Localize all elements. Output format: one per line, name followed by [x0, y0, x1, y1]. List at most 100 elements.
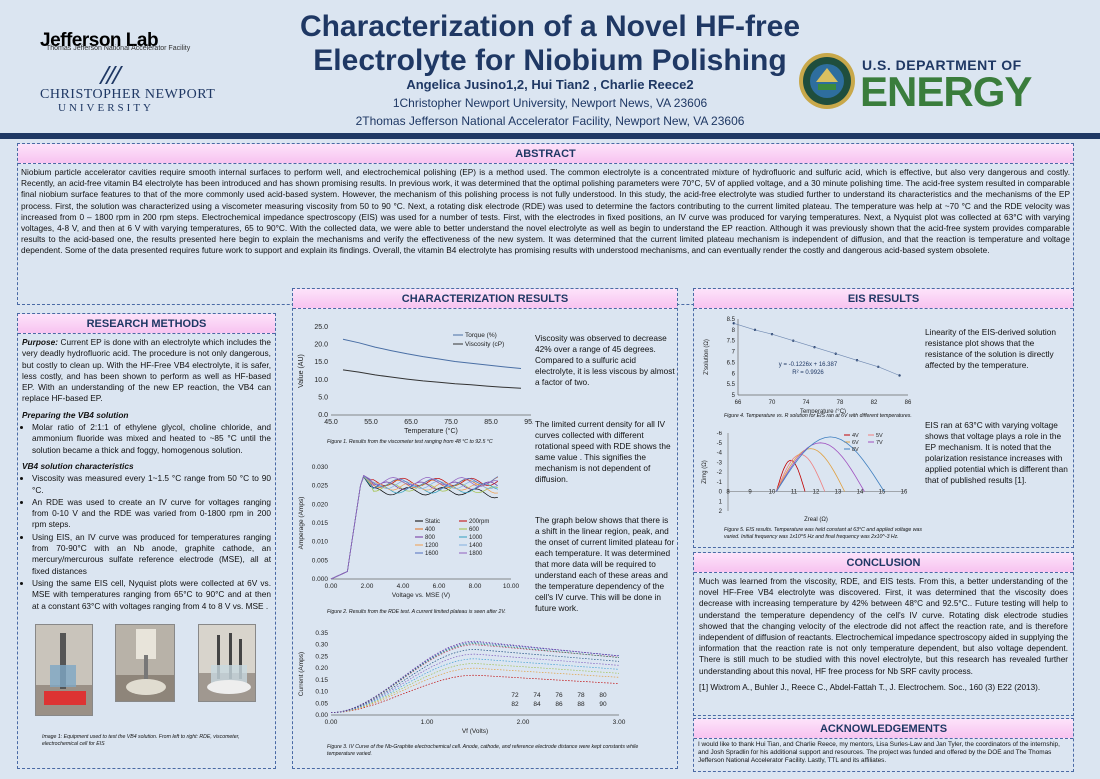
x-tick-label: 3.00 — [613, 719, 626, 726]
x-tick-label: 0.00 — [325, 583, 338, 590]
x-tick-label: 9 — [748, 490, 752, 496]
legend-label: 7V — [876, 440, 883, 446]
x-tick-label: 86 — [905, 400, 912, 406]
series-line-4 — [776, 436, 885, 492]
data-point — [732, 322, 735, 325]
ack-heading: ACKNOWLEDGEMENTS — [694, 719, 1073, 739]
x-tick-label: 16 — [901, 490, 908, 496]
y-tick-label: 0.005 — [312, 557, 329, 564]
x-tick-label: 70 — [769, 400, 776, 406]
y-tick-label: 2 — [719, 509, 723, 515]
x-tick-label: 4.00 — [397, 583, 410, 590]
fig1-caption: Figure 1. Results from the viscometer te… — [327, 439, 493, 445]
x-tick-label: 55.0 — [364, 419, 378, 426]
x-tick-label: 45.0 — [324, 419, 338, 426]
x-tick-label: 78 — [837, 400, 844, 406]
y-tick-label: 0.030 — [312, 464, 329, 471]
legend-label: Viscosity (cP) — [465, 341, 504, 348]
series-line-2 — [330, 663, 620, 714]
y-axis-label: Amperage (Amps) — [298, 497, 305, 550]
series-line-8 — [330, 643, 620, 714]
affiliation-1: 1Christopher Newport University, Newport… — [392, 96, 708, 110]
trend-r2: R² = 0.9926 — [792, 370, 824, 376]
series-line-3 — [330, 658, 620, 714]
char-text-3: The graph below shows that there is a sh… — [535, 515, 675, 613]
x-tick-label: 15 — [879, 490, 886, 496]
y-tick-label: 5 — [732, 393, 736, 399]
abstract-panel: ABSTRACT Niobium particle accelerator ca… — [17, 143, 1074, 305]
y-tick-label: 0.35 — [315, 630, 328, 637]
x-tick-label: 2.00 — [361, 583, 374, 590]
characterization-panel: CHARACTERIZATION RESULTS 45.0 55.0 65.0 75.… — [292, 288, 678, 769]
y-tick-label: 15.0 — [314, 359, 328, 366]
x-tick-label: 11 — [791, 490, 798, 496]
cnu-university: UNIVERSITY — [58, 102, 154, 114]
legend-label: 200rpm — [469, 519, 489, 525]
x-tick-label: 10.00 — [503, 583, 520, 590]
x-tick-label: 13 — [835, 490, 842, 496]
y-tick-label: 6.5 — [727, 360, 736, 366]
x-tick-label: 1.00 — [421, 719, 434, 726]
series-line-5 — [330, 649, 620, 714]
series-line-1 — [330, 667, 620, 714]
eis-cell-photo — [198, 624, 256, 702]
legend-label: Torque (%) — [465, 332, 497, 339]
ack-panel: ACKNOWLEDGEMENTS I would like to thank H… — [693, 718, 1074, 772]
legend-label: 400 — [425, 527, 436, 533]
y-axis-label: Value (AU) — [298, 354, 305, 388]
fig4-caption: Figure 4. Temperature vs. R solution for… — [724, 413, 912, 419]
cnu-logo-icon — [99, 66, 123, 84]
y-axis-label: Z'solution (Ω) — [704, 339, 710, 375]
y-tick-label: 20.0 — [314, 342, 328, 349]
legend-label: 800 — [425, 535, 436, 541]
series-line-0 — [330, 674, 620, 714]
header-divider — [0, 133, 1100, 139]
char-heading: VB4 solution characteristics — [22, 460, 134, 471]
trend-equation: y = -0.1226x + 16.387 — [779, 362, 838, 368]
y-tick-label: 0.000 — [312, 576, 329, 583]
legend-label: 8V — [852, 447, 859, 453]
x-tick-label: 82 — [871, 400, 878, 406]
x-tick-label: 6.00 — [433, 583, 446, 590]
legend-label: 88 — [577, 701, 585, 708]
poster-title: Characterization of a Novel HF-free Elec… — [299, 10, 801, 77]
legend-label: 78 — [577, 692, 585, 699]
legend-label: 86 — [555, 701, 563, 708]
affiliation-2: 2Thomas Jefferson National Accelerator F… — [355, 114, 745, 128]
x-axis-label: Voltage vs. MSE (V) — [392, 592, 450, 599]
legend-label: 76 — [555, 692, 563, 699]
series-line-4 — [330, 653, 620, 714]
abstract-text: Niobium particle accelerator cavities re… — [21, 167, 1070, 256]
series-line-0 — [342, 338, 522, 369]
y-tick-label: 0.10 — [315, 689, 328, 696]
x-tick-label: 74 — [803, 400, 810, 406]
x-tick-label: 2.00 — [517, 719, 530, 726]
fig2-caption: Figure 2. Results from the RDE test. A c… — [327, 609, 506, 615]
y-axis-label: Current (Amps) — [298, 652, 305, 696]
y-tick-label: 0.25 — [315, 653, 328, 660]
eis-text-1: Linearity of the EIS-derived solution re… — [925, 327, 1056, 370]
legend-label: Static — [425, 519, 440, 525]
doe-seal-icon — [799, 53, 855, 109]
legend-label: 72 — [511, 692, 519, 699]
conclusion-heading: CONCLUSION — [694, 553, 1073, 573]
prep-item: Molar ratio of 2:1:1 of ethylene glycol,… — [32, 422, 271, 456]
y-tick-label: 10.0 — [314, 377, 328, 384]
legend-label: 80 — [599, 692, 607, 699]
char-item: An RDE was used to create an IV curve fo… — [32, 497, 271, 531]
doe-energy: ENERGY — [860, 68, 1032, 115]
legend-label: 90 — [599, 701, 607, 708]
y-tick-label: 1 — [719, 499, 723, 505]
purpose-text: Current EP is done with an electrolyte w… — [22, 337, 271, 404]
characterization-heading: CHARACTERIZATION RESULTS — [293, 289, 677, 309]
x-axis-label: Temperature (°C) — [404, 427, 458, 435]
series-line-0 — [776, 459, 806, 492]
abstract-heading: ABSTRACT — [18, 144, 1073, 164]
y-tick-label: 0.30 — [315, 642, 328, 649]
y-tick-label: 7.5 — [727, 339, 736, 345]
series-line-1 — [776, 453, 826, 492]
y-tick-label: 25.0 — [314, 324, 328, 331]
x-tick-label: 75.0 — [444, 419, 458, 426]
x-tick-label: 66 — [735, 400, 742, 406]
y-tick-label: -2 — [717, 470, 723, 476]
